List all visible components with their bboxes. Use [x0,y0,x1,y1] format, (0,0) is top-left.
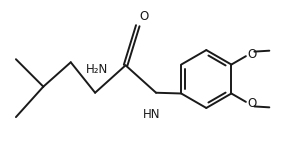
Text: O: O [247,48,257,61]
Text: O: O [247,97,257,110]
Text: HN: HN [143,108,160,121]
Text: O: O [140,10,149,23]
Text: H₂N: H₂N [85,63,108,76]
